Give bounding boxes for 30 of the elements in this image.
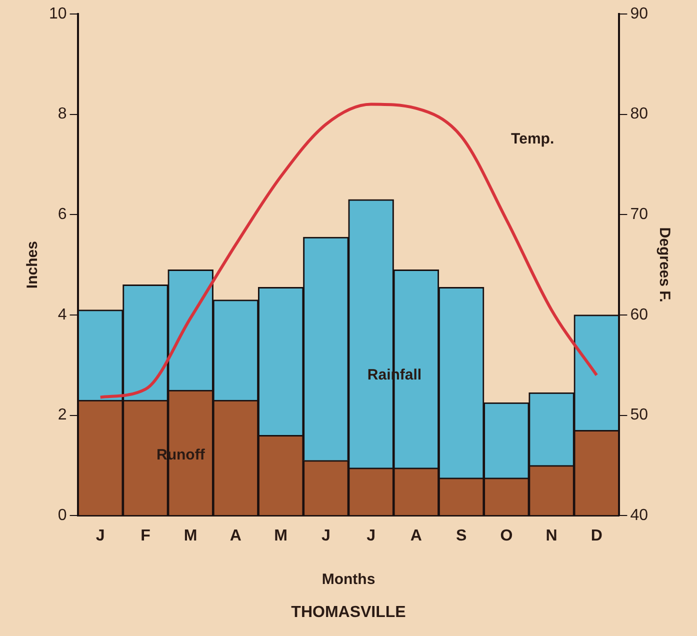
y2-tick-label: 80 xyxy=(630,106,648,123)
x-tick-label: S xyxy=(456,528,467,545)
y2-tick-label: 70 xyxy=(630,206,648,224)
y-tick-label: 6 xyxy=(58,206,67,224)
y-tick-label: 0 xyxy=(58,507,67,524)
x-axis-title: Months xyxy=(322,570,376,588)
x-tick-label: J xyxy=(96,528,105,545)
x-tick-label: J xyxy=(321,528,330,545)
line-series xyxy=(98,102,598,399)
text: Temp. xyxy=(511,130,554,148)
x-tick-label: J xyxy=(366,528,376,545)
y2-tick-label: 60 xyxy=(630,306,648,324)
x-tick-label: F xyxy=(140,528,151,545)
y2-tick-label: 90 xyxy=(630,5,648,22)
x-tick-label: A xyxy=(410,528,422,545)
x-tick-label: O xyxy=(500,528,513,545)
y2-axis-title: Degrees F. xyxy=(656,227,673,302)
y2-tick-label: 40 xyxy=(630,507,648,524)
y-tick-label: 8 xyxy=(58,106,67,123)
y-tick-label: 4 xyxy=(58,306,67,324)
y-tick-label: 2 xyxy=(58,406,67,424)
y-tick-label: 10 xyxy=(49,5,67,22)
x-tick-label: M xyxy=(184,528,198,545)
text: THOMASVILLE xyxy=(291,604,406,621)
x-tick-label: D xyxy=(590,528,602,545)
x-tick-label: A xyxy=(230,528,242,545)
y-axis-title: Inches xyxy=(24,241,42,289)
y2-tick-label: 50 xyxy=(630,406,648,424)
x-tick-label: M xyxy=(274,528,288,545)
x-tick-label: N xyxy=(546,528,558,545)
